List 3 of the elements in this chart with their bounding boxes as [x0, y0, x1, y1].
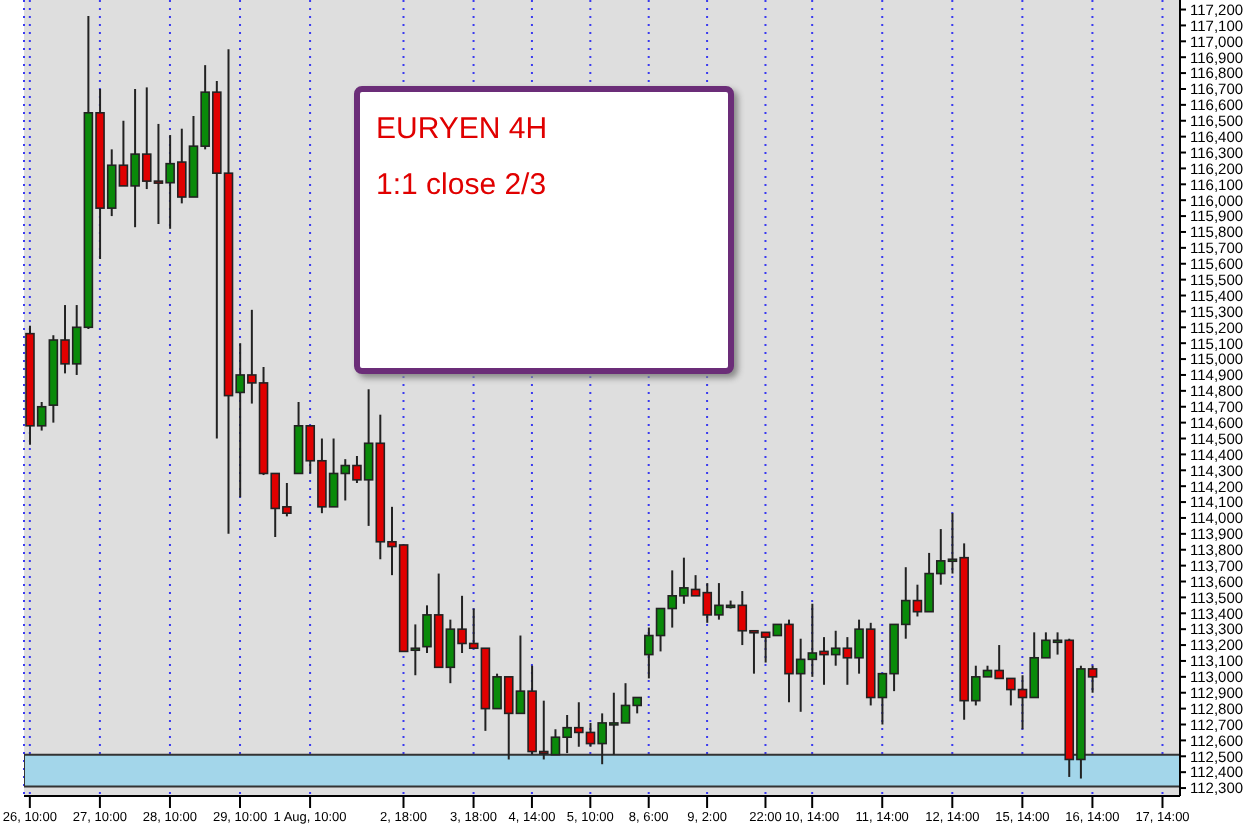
note-box: EURYEN 4H 1:1 close 2/3	[354, 86, 734, 374]
annotation: 1:1 close 2/3	[376, 168, 547, 202]
annotation: EURYEN 4H	[376, 112, 548, 146]
